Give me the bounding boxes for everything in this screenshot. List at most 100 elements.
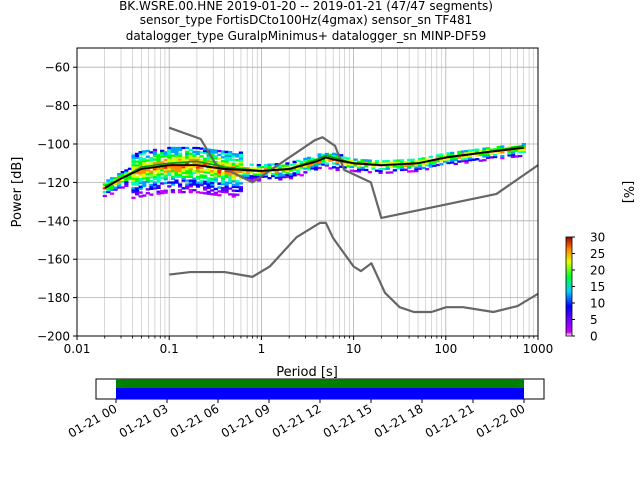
psd-cell — [224, 162, 229, 165]
psd-cell — [117, 176, 122, 180]
psd-cell — [185, 167, 190, 171]
psd-cell — [389, 161, 394, 164]
psd-cell — [378, 169, 383, 173]
psd-cell — [163, 172, 168, 175]
psd-cell — [142, 181, 147, 184]
psd-cell — [131, 190, 136, 194]
psd-cell — [142, 184, 147, 188]
psd-cell — [142, 194, 147, 197]
psd-cell — [231, 164, 236, 167]
psd-cell — [439, 155, 444, 158]
psd-cell — [321, 159, 326, 162]
psd-cell — [195, 146, 201, 150]
psd-cell — [407, 160, 412, 164]
psd-cell — [253, 173, 258, 176]
psd-cell — [220, 150, 226, 153]
title-line-1: BK.WSRE.00.HNE 2019-01-20 -- 2019-01-21 … — [119, 0, 493, 13]
psd-cell — [500, 156, 505, 160]
psd-cell — [392, 165, 398, 168]
psd-cell — [134, 189, 140, 192]
psd-cell — [324, 164, 329, 167]
psd-cell — [188, 179, 193, 182]
psd-cell — [382, 167, 387, 171]
psd-cell — [235, 155, 240, 158]
psd-cell — [127, 167, 133, 170]
psd-cell — [131, 154, 136, 157]
psd-cell — [188, 156, 193, 159]
psd-cell — [263, 165, 269, 169]
psd-cell — [464, 149, 469, 153]
psd-cell — [224, 169, 229, 173]
psd-cell — [468, 155, 473, 158]
psd-cell — [210, 170, 215, 173]
psd-cell — [188, 166, 193, 169]
y-tick-label: −180 — [37, 291, 70, 305]
psd-cell — [342, 156, 347, 159]
psd-cell — [167, 185, 172, 188]
psd-cell — [177, 160, 183, 163]
psd-cell — [235, 170, 240, 173]
psd-cell — [199, 183, 204, 187]
psd-cell — [228, 164, 233, 167]
psd-cell — [177, 191, 183, 194]
psd-cell — [156, 184, 161, 188]
psd-cell — [213, 191, 218, 194]
psd-cell — [217, 174, 222, 178]
psd-cell — [385, 171, 390, 174]
psd-cell — [120, 174, 125, 178]
psd-cell — [482, 159, 487, 162]
psd-cell — [457, 150, 462, 154]
psd-cell — [256, 165, 261, 169]
psd-cell — [220, 152, 226, 155]
psd-cell — [160, 149, 165, 153]
psd-cell — [167, 167, 172, 171]
psd-cell — [199, 174, 204, 177]
psd-cell — [256, 173, 261, 176]
psd-cell — [185, 169, 190, 173]
psd-cell — [149, 187, 154, 191]
psd-cell — [160, 167, 165, 170]
psd-cell — [435, 156, 440, 159]
psd-cell — [152, 169, 158, 173]
psd-cell — [177, 162, 183, 165]
psd-cell — [410, 160, 415, 163]
psd-cell — [163, 153, 168, 156]
psd-cell — [163, 158, 168, 162]
psd-cell — [278, 178, 283, 181]
psd-cell — [274, 163, 279, 166]
psd-cell — [206, 159, 211, 163]
psd-cell — [195, 168, 201, 171]
psd-cell — [238, 189, 244, 193]
psd-cell — [521, 146, 526, 150]
psd-cell — [231, 158, 236, 162]
psd-cell — [314, 164, 319, 167]
psd-cell — [124, 177, 129, 180]
y-tick-label: −160 — [37, 253, 70, 267]
psd-cell — [134, 152, 140, 156]
psd-cell — [167, 169, 172, 173]
psd-cell — [328, 159, 333, 162]
psd-cell — [213, 157, 218, 160]
psd-cell — [134, 164, 140, 167]
psd-cell — [109, 179, 115, 182]
psd-cell — [210, 162, 215, 165]
psd-cell — [299, 174, 304, 177]
psd-cell — [174, 146, 179, 150]
psd-cell — [185, 156, 190, 159]
psd-cell — [213, 168, 218, 171]
psd-cell — [521, 148, 526, 152]
psd-cell — [181, 158, 186, 161]
psd-cell — [206, 177, 211, 180]
psd-cell — [206, 167, 211, 170]
y-tick-label: −120 — [37, 176, 70, 190]
psd-cell — [253, 167, 258, 170]
psd-cell — [331, 162, 337, 165]
psd-cell — [231, 170, 236, 173]
psd-cell — [407, 170, 412, 173]
psd-cell — [174, 160, 179, 163]
psd-cell — [217, 157, 222, 160]
psd-cell — [152, 185, 158, 188]
psd-cell — [468, 149, 473, 152]
psd-cell — [238, 164, 244, 168]
psd-cell — [152, 162, 158, 165]
